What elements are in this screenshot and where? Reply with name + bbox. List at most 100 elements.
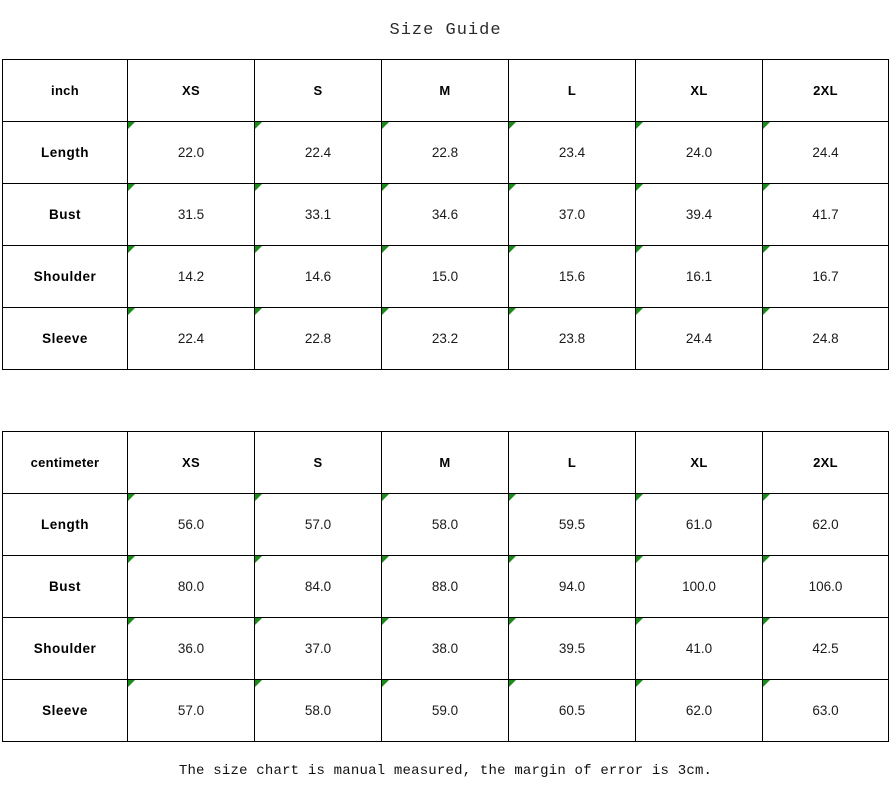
cell-value: 63.0 [812, 703, 838, 718]
cell-value: 59.0 [432, 703, 458, 718]
corner-marker-icon [636, 494, 643, 501]
measure-label-cm-sleeve: Sleeve [3, 680, 128, 742]
corner-marker-icon [255, 680, 262, 687]
cell-value: 23.8 [559, 331, 585, 346]
cell-value: 39.5 [559, 641, 585, 656]
cell-cm-length-xs: 56.0 [128, 494, 255, 556]
corner-marker-icon [255, 618, 262, 625]
size-header-2xl: 2XL [763, 60, 889, 122]
page-title: Size Guide [3, 2, 889, 60]
cell-value: 36.0 [178, 641, 204, 656]
corner-marker-icon [382, 680, 389, 687]
corner-marker-icon [382, 246, 389, 253]
corner-marker-icon [509, 618, 516, 625]
cell-value: 62.0 [686, 703, 712, 718]
cell-value: 23.4 [559, 145, 585, 160]
cell-inch-shoulder-2xl: 16.7 [763, 246, 889, 308]
cell-value: 33.1 [305, 207, 331, 222]
cell-inch-bust-2xl: 41.7 [763, 184, 889, 246]
cell-value: 42.5 [812, 641, 838, 656]
cell-value: 57.0 [178, 703, 204, 718]
corner-marker-icon [763, 618, 770, 625]
corner-marker-icon [509, 122, 516, 129]
cell-cm-length-l: 59.5 [509, 494, 636, 556]
corner-marker-icon [636, 680, 643, 687]
cell-value: 62.0 [812, 517, 838, 532]
measure-label-length: Length [3, 122, 128, 184]
corner-marker-icon [636, 122, 643, 129]
cell-value: 15.0 [432, 269, 458, 284]
table-separator [3, 370, 889, 432]
cell-cm-shoulder-xs: 36.0 [128, 618, 255, 680]
table-row: Sleeve 57.0 58.0 59.0 60.5 62.0 63.0 [3, 680, 889, 742]
cell-cm-bust-m: 88.0 [382, 556, 509, 618]
corner-marker-icon [636, 184, 643, 191]
cell-value: 22.8 [305, 331, 331, 346]
cell-value: 37.0 [305, 641, 331, 656]
cell-inch-sleeve-xs: 22.4 [128, 308, 255, 370]
measure-label-cm-length: Length [3, 494, 128, 556]
corner-marker-icon [382, 184, 389, 191]
corner-marker-icon [763, 308, 770, 315]
cell-inch-bust-xs: 31.5 [128, 184, 255, 246]
measure-label-bust: Bust [3, 184, 128, 246]
table-row: Bust 80.0 84.0 88.0 94.0 100.0 106.0 [3, 556, 889, 618]
corner-marker-icon [128, 556, 135, 563]
cell-cm-shoulder-xl: 41.0 [636, 618, 763, 680]
size-header-xs: XS [128, 60, 255, 122]
cell-value: 60.5 [559, 703, 585, 718]
cell-cm-length-2xl: 62.0 [763, 494, 889, 556]
corner-marker-icon [382, 618, 389, 625]
size-header-cm-xs: XS [128, 432, 255, 494]
cell-cm-sleeve-xl: 62.0 [636, 680, 763, 742]
cell-inch-bust-m: 34.6 [382, 184, 509, 246]
cell-value: 31.5 [178, 207, 204, 222]
corner-marker-icon [382, 494, 389, 501]
size-header-xl: XL [636, 60, 763, 122]
table-row: Sleeve 22.4 22.8 23.2 23.8 24.4 24.8 [3, 308, 889, 370]
corner-marker-icon [128, 246, 135, 253]
measure-label-shoulder: Shoulder [3, 246, 128, 308]
corner-marker-icon [763, 556, 770, 563]
cell-value: 22.4 [305, 145, 331, 160]
inch-header-row: inch XS S M L XL 2XL [3, 60, 889, 122]
cell-inch-bust-xl: 39.4 [636, 184, 763, 246]
centimeter-header-row: centimeter XS S M L XL 2XL [3, 432, 889, 494]
unit-header-centimeter: centimeter [3, 432, 128, 494]
size-header-cm-2xl: 2XL [763, 432, 889, 494]
corner-marker-icon [255, 246, 262, 253]
corner-marker-icon [509, 680, 516, 687]
corner-marker-icon [763, 184, 770, 191]
cell-inch-length-s: 22.4 [255, 122, 382, 184]
corner-marker-icon [255, 122, 262, 129]
spacer-row [3, 370, 889, 432]
measure-label-cm-bust: Bust [3, 556, 128, 618]
corner-marker-icon [255, 184, 262, 191]
corner-marker-icon [255, 308, 262, 315]
table-row: Shoulder 14.2 14.6 15.0 15.6 16.1 16.7 [3, 246, 889, 308]
cell-cm-length-m: 58.0 [382, 494, 509, 556]
size-header-l: L [509, 60, 636, 122]
corner-marker-icon [636, 246, 643, 253]
corner-marker-icon [382, 556, 389, 563]
cell-value: 56.0 [178, 517, 204, 532]
cell-value: 57.0 [305, 517, 331, 532]
cell-value: 34.6 [432, 207, 458, 222]
cell-cm-sleeve-2xl: 63.0 [763, 680, 889, 742]
corner-marker-icon [763, 122, 770, 129]
corner-marker-icon [509, 246, 516, 253]
table-row: Length 56.0 57.0 58.0 59.5 61.0 62.0 [3, 494, 889, 556]
cell-cm-shoulder-2xl: 42.5 [763, 618, 889, 680]
cell-inch-shoulder-xl: 16.1 [636, 246, 763, 308]
cell-value: 22.0 [178, 145, 204, 160]
table-row: Bust 31.5 33.1 34.6 37.0 39.4 41.7 [3, 184, 889, 246]
corner-marker-icon [509, 556, 516, 563]
cell-inch-length-2xl: 24.4 [763, 122, 889, 184]
cell-value: 100.0 [682, 579, 716, 594]
cell-cm-shoulder-l: 39.5 [509, 618, 636, 680]
corner-marker-icon [509, 494, 516, 501]
size-header-cm-m: M [382, 432, 509, 494]
measure-label-sleeve: Sleeve [3, 308, 128, 370]
corner-marker-icon [128, 680, 135, 687]
